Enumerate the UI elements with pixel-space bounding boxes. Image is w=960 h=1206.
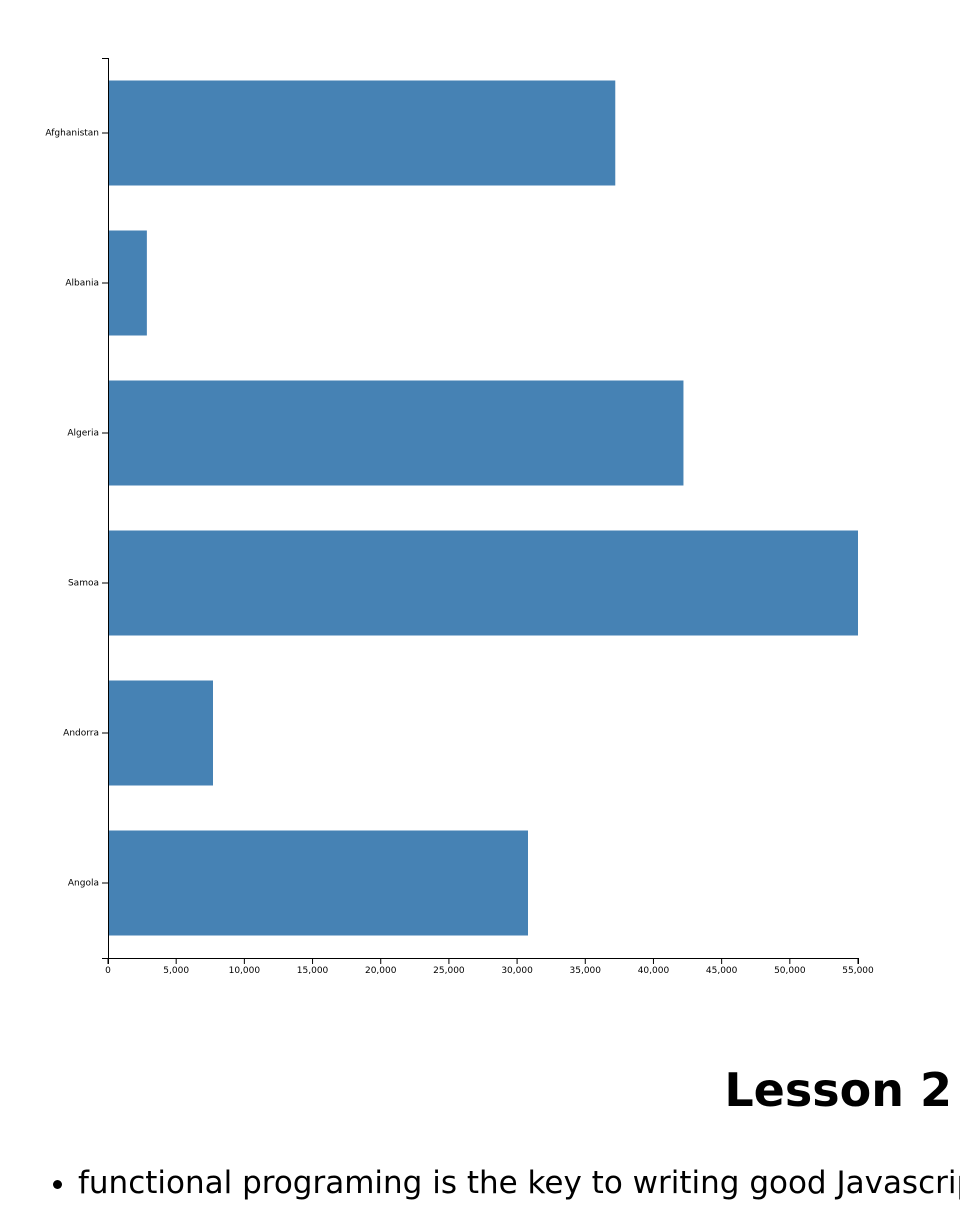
- x-axis-line: [108, 958, 859, 964]
- x-tick-label: 40,000: [638, 966, 670, 976]
- bar-andorra: [108, 680, 213, 786]
- x-tick-label: 50,000: [774, 966, 806, 976]
- x-tick-label: 25,000: [433, 966, 465, 976]
- y-tick-label: Angola: [68, 879, 99, 889]
- x-tick-label: 0: [105, 966, 111, 976]
- y-tick-label: Afghanistan: [45, 129, 99, 139]
- x-tick-label: 5,000: [163, 966, 189, 976]
- lesson-bullet-list: functional programing is the key to writ…: [0, 1160, 960, 1206]
- x-tick-label: 30,000: [501, 966, 533, 976]
- y-tick-label: Andorra: [63, 729, 99, 739]
- y-tick-label: Algeria: [67, 429, 99, 439]
- x-tick-label: 55,000: [842, 966, 874, 976]
- x-tick-label: 45,000: [706, 966, 738, 976]
- bar-chart: Afghanistan Albania Algeria Samoa Andorra Ang…: [45, 58, 874, 976]
- bar-afghanistan: [108, 80, 616, 186]
- bar-algeria: [108, 380, 684, 486]
- bar-albania: [108, 230, 147, 336]
- y-axis-line: [102, 58, 109, 959]
- lesson-title: Lesson 2: [724, 1063, 952, 1117]
- y-tick-label: Samoa: [68, 579, 99, 589]
- x-tick-label: 35,000: [570, 966, 602, 976]
- x-tick-label: 20,000: [365, 966, 397, 976]
- x-tick-label: 10,000: [229, 966, 261, 976]
- bar-samoa: [108, 530, 858, 636]
- x-tick-label: 15,000: [297, 966, 329, 976]
- bar-angola: [108, 830, 528, 936]
- chart-svg: Afghanistan Albania Algeria Samoa Andorra Ang…: [45, 58, 874, 976]
- lesson-bullet-item: functional programing is the key to writ…: [78, 1160, 960, 1206]
- y-tick-label: Albania: [65, 279, 99, 289]
